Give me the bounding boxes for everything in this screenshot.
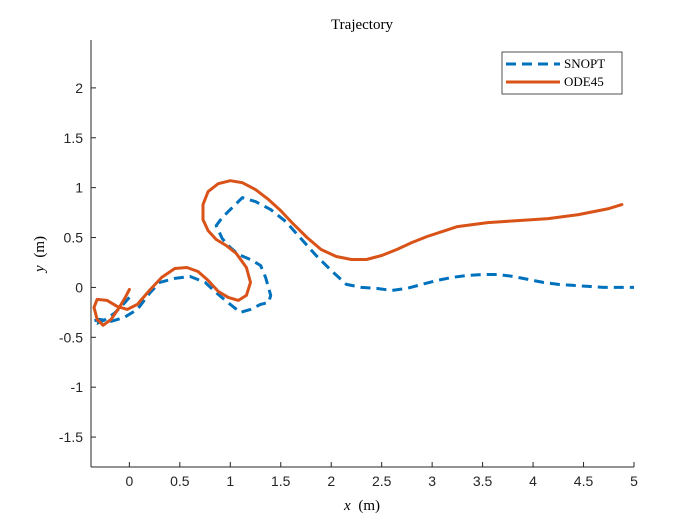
series-line-ode45 xyxy=(92,179,624,327)
x-ticks: 0 0.5 1 1.5 2 2.5 3 3.5 4 4.5 5 xyxy=(125,462,638,489)
y-tick-label: 0.5 xyxy=(64,230,84,246)
chart-title: Trajectory xyxy=(331,17,393,33)
y-ticks: -1.5 -1 -0.5 0 0.5 1 1.5 2 xyxy=(59,80,96,445)
y-tick-label: -0.5 xyxy=(59,329,83,345)
y-axis-label: y (m) xyxy=(32,236,48,274)
y-tick-label: 2 xyxy=(75,80,83,96)
x-tick-label: 2 xyxy=(327,473,335,489)
x-tick-label: 4 xyxy=(529,473,537,489)
x-tick-label: 1 xyxy=(226,473,234,489)
legend-label-ode45: ODE45 xyxy=(564,74,604,89)
y-tick-label: 1 xyxy=(75,180,83,196)
x-tick-label: 3.5 xyxy=(473,473,493,489)
series-layer xyxy=(91,179,634,327)
y-tick-label: -1 xyxy=(71,379,84,395)
x-axis-label-var: x xyxy=(343,498,351,514)
y-tick-label: 1.5 xyxy=(64,130,84,146)
x-tick-label: 5 xyxy=(630,473,638,489)
legend-label-snopt: SNOPT xyxy=(564,56,605,71)
legend-box xyxy=(501,51,623,95)
y-tick-label: -1.5 xyxy=(59,429,83,445)
x-axis-label: x (m) xyxy=(343,498,380,514)
y-tick-label: 0 xyxy=(75,279,83,295)
x-tick-label: 3 xyxy=(428,473,436,489)
x-tick-label: 0.5 xyxy=(170,473,190,489)
x-tick-label: 2.5 xyxy=(372,473,392,489)
x-tick-label: 1.5 xyxy=(271,473,291,489)
y-axis-label-unit: (m) xyxy=(32,236,48,258)
x-axis-label-unit: (m) xyxy=(358,498,380,514)
legend: SNOPT ODE45 xyxy=(501,51,623,95)
y-axis-label-var: y xyxy=(32,265,48,274)
series-line-snopt xyxy=(91,196,634,325)
x-tick-label: 0 xyxy=(125,473,133,489)
x-tick-label: 4.5 xyxy=(574,473,594,489)
